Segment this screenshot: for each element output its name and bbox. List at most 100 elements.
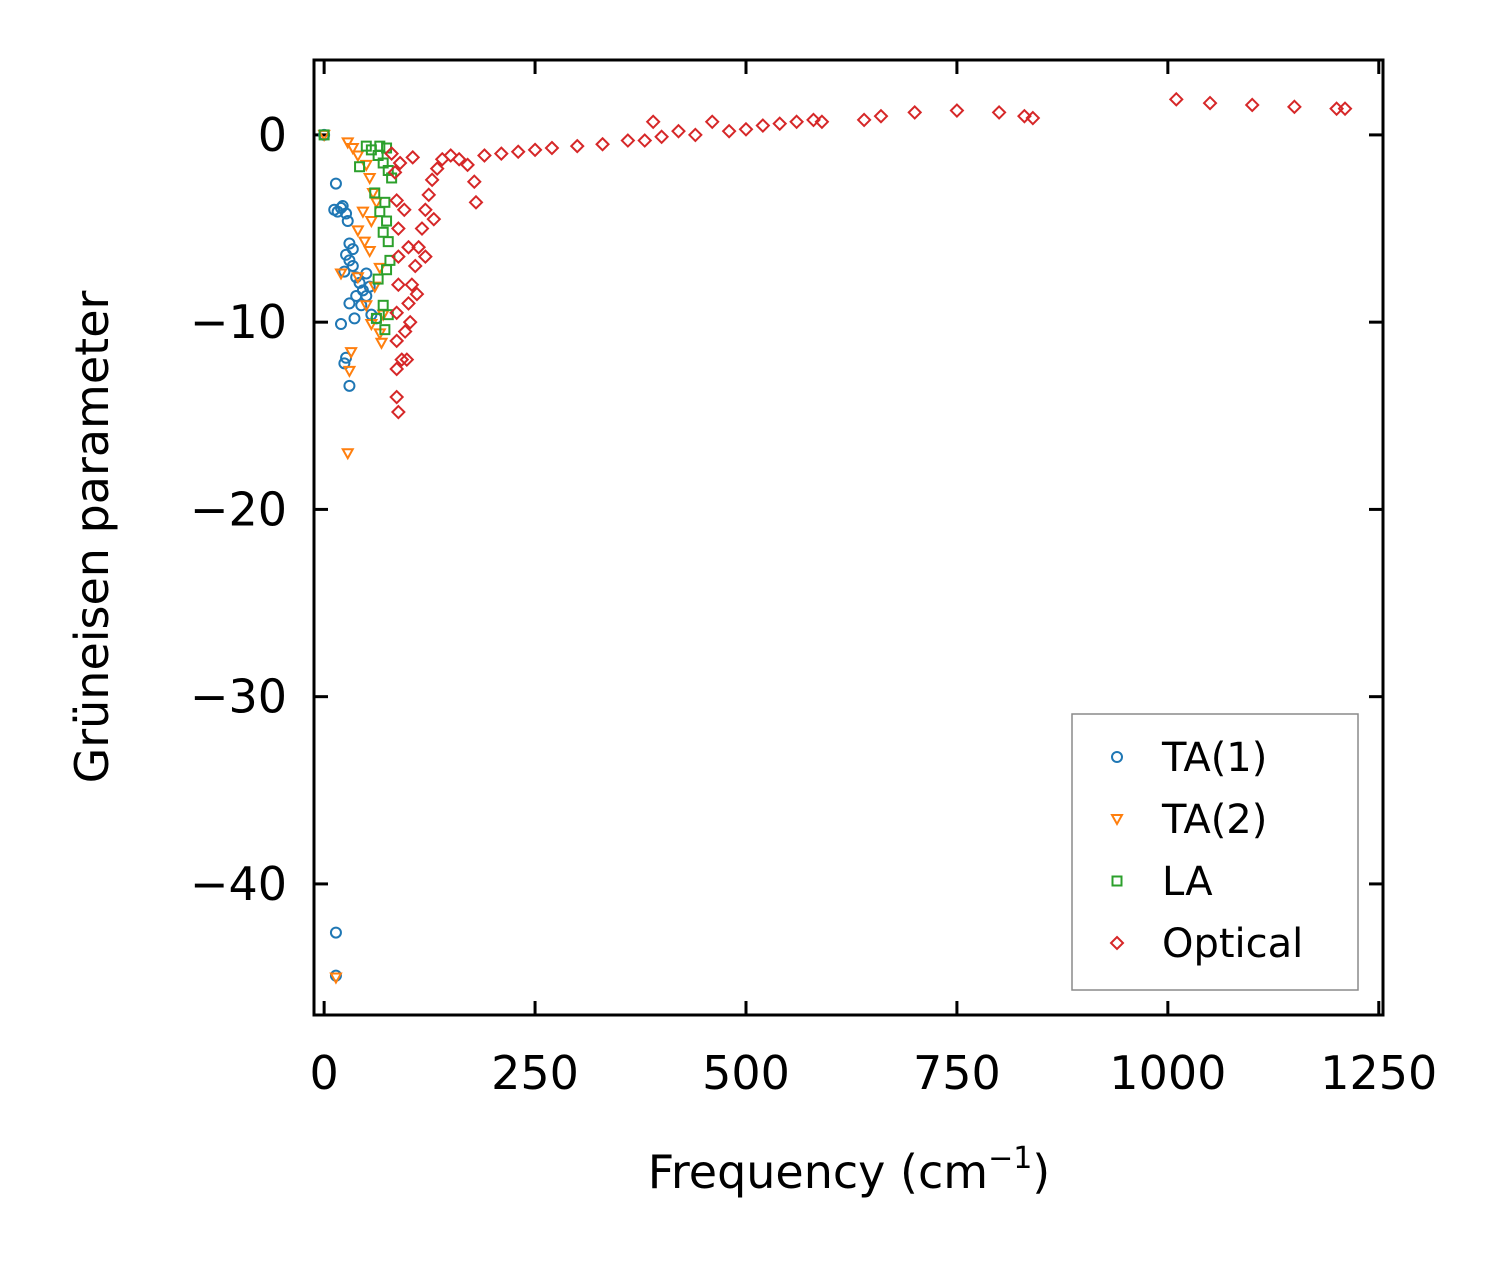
data-point — [359, 300, 374, 313]
data-point — [379, 324, 391, 336]
data-point — [364, 216, 379, 229]
data-point — [429, 161, 445, 177]
data-point — [873, 108, 889, 124]
data-point — [417, 202, 433, 218]
data-point — [687, 127, 703, 143]
data-point — [527, 142, 543, 158]
data-point — [354, 161, 366, 173]
data-point — [370, 312, 382, 324]
data-point — [399, 352, 415, 368]
data-point — [569, 138, 585, 154]
data-point — [389, 389, 405, 405]
data-point — [340, 207, 353, 220]
data-point — [343, 297, 356, 310]
data-point — [426, 211, 442, 227]
data-point — [343, 379, 356, 392]
legend-label: Optical — [1162, 921, 1303, 967]
data-point — [671, 123, 686, 139]
data-point — [368, 281, 382, 294]
data-point — [346, 259, 359, 272]
plot-frame — [312, 58, 1385, 1017]
x-tick-label: 1000 — [1109, 1046, 1226, 1100]
data-point — [357, 236, 372, 249]
data-point — [381, 264, 393, 276]
y-tick-label: −10 — [190, 295, 287, 349]
data-point — [351, 150, 365, 163]
data-point — [341, 448, 355, 461]
legend-marker — [1109, 935, 1125, 951]
series-optical — [384, 91, 1353, 420]
data-point — [417, 249, 433, 265]
data-point — [814, 114, 830, 130]
data-point — [384, 146, 400, 162]
data-point — [374, 337, 389, 350]
data-point — [341, 215, 354, 228]
data-point — [350, 289, 363, 302]
data-point — [390, 277, 406, 293]
legend-label: TA(2) — [1161, 797, 1267, 843]
data-point — [401, 239, 416, 255]
data-point — [907, 105, 923, 120]
data-point — [1337, 101, 1353, 117]
data-point — [1329, 101, 1345, 117]
data-point — [389, 333, 405, 349]
data-point — [362, 172, 377, 186]
x-tick-label: 250 — [491, 1046, 579, 1100]
y-tick-label: −40 — [190, 857, 287, 911]
data-point — [329, 926, 342, 939]
data-point — [595, 136, 610, 152]
y-tick-label: 0 — [258, 108, 287, 162]
data-points — [317, 91, 1353, 985]
legend-marker — [1111, 751, 1123, 763]
data-point — [772, 116, 788, 132]
series-ta-1- — [318, 128, 383, 982]
legend-label: LA — [1162, 859, 1213, 905]
data-point — [382, 164, 394, 176]
legend: TA(1) TA(2) LA Optical — [1071, 713, 1359, 991]
data-point — [390, 404, 406, 420]
data-point — [372, 273, 384, 285]
data-point — [1168, 91, 1184, 107]
data-point — [493, 146, 509, 162]
data-point — [341, 137, 355, 150]
axis-tick-labels: 0 250 500 750 1000 1250 0 −10 −20 −30 −40 — [190, 108, 1437, 1100]
data-point — [477, 148, 492, 163]
data-point — [329, 972, 343, 985]
data-point — [362, 246, 377, 259]
data-point — [346, 143, 360, 156]
data-point — [637, 133, 653, 148]
data-point — [344, 347, 358, 360]
x-axis-title-end: ) — [1032, 1145, 1050, 1199]
data-point — [1202, 95, 1218, 111]
data-point — [397, 324, 413, 339]
data-point — [620, 133, 636, 148]
data-point — [374, 206, 386, 218]
data-point — [645, 114, 661, 130]
data-point — [396, 202, 412, 218]
data-point — [338, 265, 351, 278]
x-tick-label: 1250 — [1320, 1046, 1437, 1100]
data-point — [351, 225, 365, 238]
series-la — [318, 129, 398, 336]
data-point — [856, 112, 872, 128]
legend-label: TA(1) — [1161, 735, 1267, 781]
data-point — [342, 365, 357, 378]
data-point — [392, 155, 408, 171]
data-point — [1025, 110, 1041, 126]
data-point — [389, 361, 405, 377]
data-point — [336, 200, 349, 213]
data-point — [1286, 99, 1302, 115]
legend-box — [1071, 713, 1359, 991]
data-point — [351, 272, 365, 285]
legend-marker — [1111, 875, 1123, 887]
data-point — [381, 215, 393, 227]
data-point — [318, 129, 330, 141]
x-axis-title-superscript: −1 — [988, 1141, 1032, 1176]
x-tick-label: 750 — [913, 1046, 1001, 1100]
data-point — [387, 164, 403, 180]
data-point — [401, 296, 416, 311]
data-point — [755, 118, 771, 133]
data-point — [329, 177, 342, 190]
data-point — [721, 123, 737, 139]
